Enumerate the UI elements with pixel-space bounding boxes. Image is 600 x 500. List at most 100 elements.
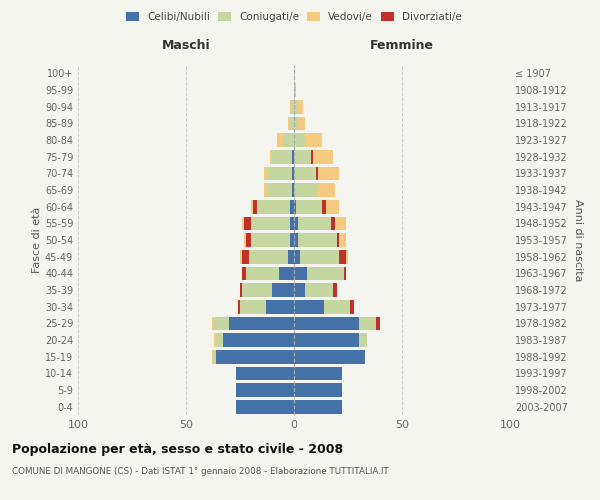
Bar xyxy=(292,166,294,180)
Y-axis label: Fasce di età: Fasce di età xyxy=(32,207,42,273)
Text: COMUNE DI MANGONE (CS) - Dati ISTAT 1° gennaio 2008 - Elaborazione TUTTITALIA.IT: COMUNE DI MANGONE (CS) - Dati ISTAT 1° g… xyxy=(12,468,389,476)
Bar xyxy=(272,150,292,164)
Bar xyxy=(346,250,348,264)
Bar xyxy=(266,300,294,314)
Bar xyxy=(236,366,294,380)
Bar xyxy=(294,400,341,413)
Bar xyxy=(294,233,298,247)
Bar xyxy=(242,250,248,264)
Bar xyxy=(264,183,268,197)
Bar xyxy=(257,200,290,213)
Bar xyxy=(292,183,294,197)
Bar xyxy=(212,316,214,330)
Bar xyxy=(290,116,294,130)
Bar xyxy=(305,283,333,297)
Bar xyxy=(251,216,290,230)
Bar xyxy=(294,316,359,330)
Bar xyxy=(268,166,292,180)
Bar xyxy=(251,200,253,213)
Bar xyxy=(214,333,216,347)
Bar xyxy=(244,216,251,230)
Bar xyxy=(305,133,322,147)
Bar xyxy=(294,366,341,380)
Bar xyxy=(244,233,247,247)
Bar xyxy=(294,216,298,230)
Bar xyxy=(236,383,294,397)
Bar xyxy=(359,316,376,330)
Bar xyxy=(294,266,307,280)
Bar xyxy=(313,150,333,164)
Bar xyxy=(287,250,294,264)
Bar xyxy=(298,216,331,230)
Bar xyxy=(298,233,337,247)
Bar xyxy=(294,250,301,264)
Legend: Celibi/Nubili, Coniugati/e, Vedovi/e, Divorziati/e: Celibi/Nubili, Coniugati/e, Vedovi/e, Di… xyxy=(122,8,466,26)
Bar xyxy=(216,333,223,347)
Bar xyxy=(294,300,324,314)
Bar xyxy=(294,116,298,130)
Bar xyxy=(294,283,305,297)
Bar xyxy=(324,300,350,314)
Bar xyxy=(236,400,294,413)
Bar xyxy=(331,216,335,230)
Bar xyxy=(247,266,279,280)
Bar xyxy=(287,116,290,130)
Text: Popolazione per età, sesso e stato civile - 2008: Popolazione per età, sesso e stato civil… xyxy=(12,442,343,456)
Bar xyxy=(214,350,216,364)
Bar xyxy=(301,250,340,264)
Bar xyxy=(270,150,272,164)
Bar xyxy=(340,250,346,264)
Bar xyxy=(294,133,305,147)
Bar xyxy=(294,166,316,180)
Bar xyxy=(290,100,292,114)
Bar xyxy=(279,266,294,280)
Bar xyxy=(242,216,244,230)
Bar xyxy=(264,166,268,180)
Bar xyxy=(242,283,272,297)
Bar xyxy=(283,133,294,147)
Text: Femmine: Femmine xyxy=(370,38,434,52)
Bar xyxy=(240,283,242,297)
Bar xyxy=(292,100,294,114)
Bar xyxy=(214,316,229,330)
Bar xyxy=(277,133,283,147)
Text: Maschi: Maschi xyxy=(161,38,211,52)
Bar xyxy=(376,316,380,330)
Bar xyxy=(294,383,341,397)
Bar xyxy=(247,233,251,247)
Bar xyxy=(298,116,305,130)
Bar xyxy=(223,333,294,347)
Bar xyxy=(251,233,290,247)
Bar xyxy=(316,166,318,180)
Bar xyxy=(311,150,313,164)
Bar xyxy=(298,100,302,114)
Bar xyxy=(322,200,326,213)
Bar xyxy=(294,100,298,114)
Bar xyxy=(294,83,296,97)
Bar xyxy=(333,283,337,297)
Bar xyxy=(238,300,240,314)
Bar xyxy=(318,183,335,197)
Bar xyxy=(242,266,247,280)
Bar xyxy=(294,150,311,164)
Bar xyxy=(240,250,242,264)
Bar xyxy=(292,150,294,164)
Bar xyxy=(318,166,340,180)
Bar xyxy=(240,300,266,314)
Bar xyxy=(296,200,322,213)
Bar xyxy=(335,216,346,230)
Bar xyxy=(294,183,318,197)
Bar xyxy=(229,316,294,330)
Bar xyxy=(212,350,214,364)
Bar xyxy=(307,266,344,280)
Bar xyxy=(344,266,346,280)
Bar xyxy=(294,200,296,213)
Bar xyxy=(253,200,257,213)
Bar xyxy=(272,283,294,297)
Bar xyxy=(290,233,294,247)
Bar xyxy=(268,183,292,197)
Bar xyxy=(350,300,355,314)
Bar xyxy=(216,350,294,364)
Bar xyxy=(290,216,294,230)
Bar xyxy=(326,200,340,213)
